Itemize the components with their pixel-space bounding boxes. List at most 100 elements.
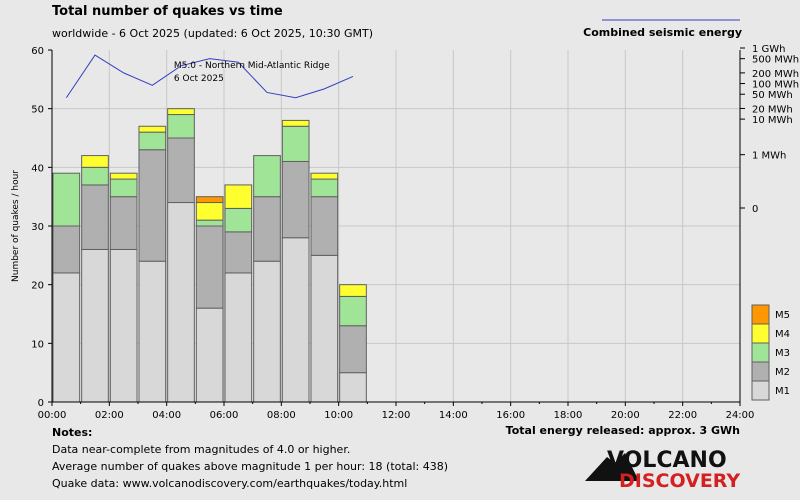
x-tick-label: 20:00 bbox=[611, 410, 640, 421]
bar-m3 bbox=[109, 178, 138, 198]
x-tick-label: 04:00 bbox=[152, 410, 181, 421]
legend-swatch-m4 bbox=[751, 323, 770, 344]
y-tick-label: 40 bbox=[31, 163, 44, 174]
bar-m1 bbox=[81, 248, 109, 403]
legend-swatch-m2 bbox=[751, 361, 770, 382]
bar-m1 bbox=[52, 272, 81, 403]
x-tick-label: 02:00 bbox=[95, 410, 124, 421]
chart-title: Total number of quakes vs time bbox=[52, 4, 283, 19]
bar-m3 bbox=[52, 172, 81, 227]
legend-swatch-m1 bbox=[751, 380, 770, 401]
bar-m3 bbox=[195, 219, 224, 227]
chart-subtitle: worldwide - 6 Oct 2025 (updated: 6 Oct 2… bbox=[52, 27, 374, 40]
energy-tick-label: 0 bbox=[752, 204, 758, 215]
energy-tick-label: 1 GWh bbox=[752, 44, 786, 55]
bar-m2 bbox=[339, 325, 367, 374]
bar-m1 bbox=[195, 307, 224, 403]
x-tick-label: 18:00 bbox=[554, 410, 583, 421]
bar-m1 bbox=[339, 372, 367, 403]
notes-line-1: Data near-complete from magnitudes of 4.… bbox=[52, 443, 351, 456]
x-tick-label: 22:00 bbox=[668, 410, 697, 421]
energy-tick-label: 100 MWh bbox=[752, 80, 799, 91]
bar-m2 bbox=[224, 231, 253, 274]
bar-m4 bbox=[195, 202, 224, 221]
notes-line-3: Quake data: www.volcanodiscovery.com/ear… bbox=[52, 477, 408, 490]
y-tick-label: 60 bbox=[31, 46, 44, 57]
bar-m3 bbox=[224, 207, 253, 233]
bar-m5 bbox=[195, 196, 224, 204]
bar-m4 bbox=[339, 284, 367, 297]
y-axis-label: Number of quakes / hour bbox=[11, 170, 21, 282]
bar-m4 bbox=[281, 119, 310, 127]
notes-title: Notes: bbox=[52, 426, 93, 439]
bar-m3 bbox=[310, 178, 339, 198]
legend-label-m1: M1 bbox=[775, 386, 790, 397]
bar-m3 bbox=[81, 166, 109, 186]
y-tick-label: 20 bbox=[31, 281, 44, 292]
volcano-mountain-icon bbox=[585, 453, 639, 481]
bar-m1 bbox=[281, 237, 310, 403]
energy-legend-label: Combined seismic energy bbox=[583, 26, 742, 39]
volcano-discovery-logo: VOLCANO DISCOVERY bbox=[585, 448, 740, 492]
x-tick-label: 10:00 bbox=[324, 410, 353, 421]
energy-line bbox=[65, 54, 354, 99]
bar-m2 bbox=[52, 225, 81, 274]
x-tick-label: 12:00 bbox=[382, 410, 411, 421]
x-tick-label: 24:00 bbox=[726, 410, 755, 421]
logo-line-1: VOLCANO bbox=[607, 448, 727, 473]
bar-m1 bbox=[138, 260, 167, 403]
x-tick-label: 16:00 bbox=[496, 410, 525, 421]
annotation-line-2: 6 Oct 2025 bbox=[174, 74, 224, 84]
bar-m1 bbox=[167, 202, 195, 403]
legend-swatch-m5 bbox=[751, 304, 770, 325]
energy-tick-label: 20 MWh bbox=[752, 104, 793, 115]
logo-line-2: DISCOVERY bbox=[619, 470, 740, 492]
bar-m4 bbox=[310, 172, 339, 180]
x-tick-label: 06:00 bbox=[210, 410, 239, 421]
bar-m3 bbox=[281, 125, 310, 162]
bar-m3 bbox=[167, 114, 195, 139]
bar-m4 bbox=[109, 172, 138, 180]
notes-block: Notes: Data near-complete from magnitude… bbox=[52, 424, 448, 492]
legend-label-m2: M2 bbox=[775, 367, 790, 378]
bar-m4 bbox=[81, 155, 109, 168]
bar-m3 bbox=[138, 131, 167, 151]
legend-label-m4: M4 bbox=[775, 329, 790, 340]
bar-m4 bbox=[167, 108, 195, 116]
energy-tick-label: 10 MWh bbox=[752, 115, 793, 126]
energy-tick-label: 200 MWh bbox=[752, 69, 799, 80]
energy-tick-label: 500 MWh bbox=[752, 55, 799, 66]
bar-m1 bbox=[253, 260, 281, 403]
bar-m3 bbox=[253, 155, 281, 198]
bar-m1 bbox=[109, 248, 138, 403]
x-tick-label: 00:00 bbox=[38, 410, 67, 421]
bar-m4 bbox=[224, 184, 253, 209]
bar-m1 bbox=[310, 254, 339, 403]
bar-m2 bbox=[253, 196, 281, 262]
energy-tick-label: 1 MWh bbox=[752, 151, 786, 162]
bar-m2 bbox=[195, 225, 224, 309]
x-tick-label: 08:00 bbox=[267, 410, 296, 421]
bar-m2 bbox=[167, 137, 195, 204]
notes-line-2: Average number of quakes above magnitude… bbox=[52, 460, 448, 473]
total-energy-label: Total energy released: approx. 3 GWh bbox=[505, 424, 740, 437]
y-tick-label: 10 bbox=[31, 339, 44, 350]
bar-m2 bbox=[281, 160, 310, 239]
y-tick-label: 0 bbox=[38, 398, 44, 409]
annotation-line-1: M5.0 - Northern Mid-Atlantic Ridge bbox=[174, 61, 330, 71]
bar-m2 bbox=[109, 196, 138, 250]
y-tick-label: 50 bbox=[31, 105, 44, 116]
legend-label-m3: M3 bbox=[775, 348, 790, 359]
bar-m2 bbox=[138, 149, 167, 262]
bar-m2 bbox=[81, 184, 109, 250]
x-tick-label: 14:00 bbox=[439, 410, 468, 421]
energy-tick-label: 50 MWh bbox=[752, 90, 793, 101]
legend-label-m5: M5 bbox=[775, 310, 790, 321]
y-tick-label: 30 bbox=[31, 222, 44, 233]
bar-m4 bbox=[138, 125, 167, 133]
bar-m3 bbox=[339, 295, 367, 327]
legend-swatch-m3 bbox=[751, 342, 770, 363]
bar-m1 bbox=[224, 272, 253, 403]
bar-m2 bbox=[310, 196, 339, 256]
